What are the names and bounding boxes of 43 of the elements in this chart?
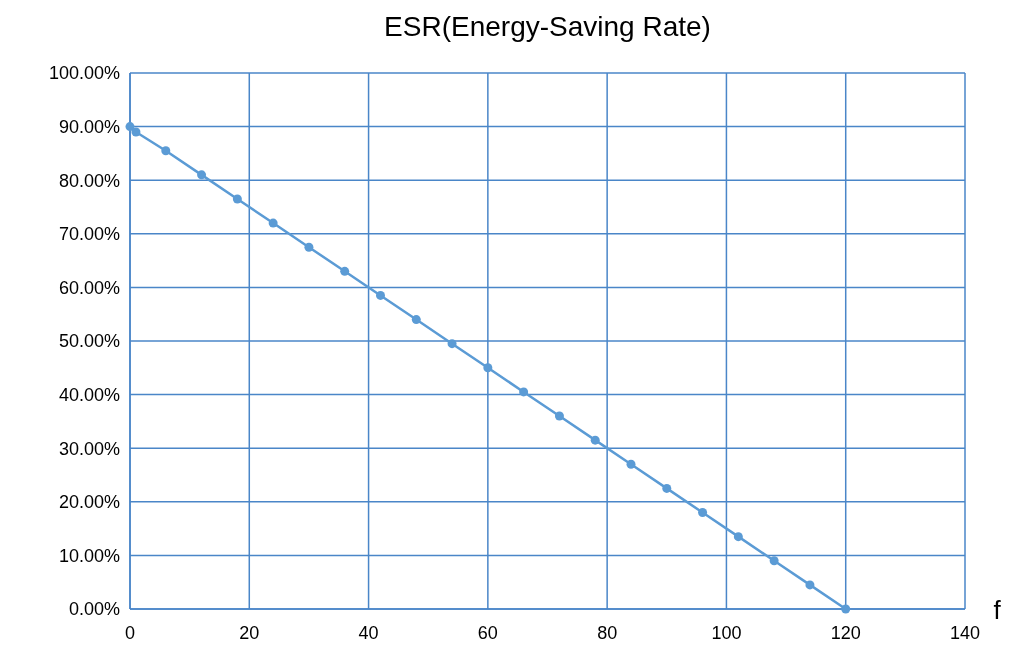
y-tick-label: 60.00% bbox=[58, 277, 120, 298]
y-tick-label: 0.00% bbox=[68, 599, 120, 620]
x-axis-title: f bbox=[993, 595, 1002, 625]
point bbox=[733, 532, 743, 542]
point bbox=[769, 556, 779, 566]
point bbox=[483, 363, 493, 373]
point bbox=[841, 604, 851, 614]
x-tick-label: 40 bbox=[358, 623, 379, 643]
point bbox=[447, 339, 457, 349]
point bbox=[376, 290, 385, 300]
point bbox=[662, 483, 672, 493]
y-tick-label: 20.00% bbox=[58, 492, 120, 513]
point bbox=[304, 242, 314, 252]
point bbox=[197, 170, 207, 180]
x-tick-label: 100 bbox=[711, 623, 742, 643]
y-tick-label: 50.00% bbox=[58, 331, 120, 352]
point bbox=[268, 218, 278, 228]
chart-title: ESR(Energy-Saving Rate) bbox=[384, 11, 711, 42]
point bbox=[698, 508, 708, 518]
point bbox=[590, 435, 600, 445]
y-tick-label: 30.00% bbox=[58, 438, 120, 459]
y-tick-label: 70.00% bbox=[58, 224, 120, 245]
point bbox=[626, 459, 636, 469]
y-tick-label: 40.00% bbox=[58, 384, 120, 405]
y-tick-label: 80.00% bbox=[58, 170, 120, 191]
x-tick-label: 60 bbox=[477, 623, 498, 643]
x-tick-label: 0 bbox=[124, 623, 136, 643]
point bbox=[411, 315, 421, 325]
y-tick-label: 100.00% bbox=[48, 63, 120, 84]
x-tick-label: 80 bbox=[597, 623, 618, 643]
point bbox=[805, 580, 815, 590]
y-tick-label: 90.00% bbox=[58, 116, 120, 137]
point bbox=[161, 146, 171, 156]
x-tick-label: 20 bbox=[239, 623, 260, 643]
point bbox=[131, 127, 141, 137]
x-tick-label: 140 bbox=[949, 623, 981, 643]
point bbox=[232, 194, 242, 204]
point bbox=[125, 122, 135, 132]
point bbox=[340, 266, 350, 276]
x-tick-label: 120 bbox=[830, 623, 861, 643]
point bbox=[554, 411, 564, 421]
y-tick-label: 10.00% bbox=[58, 545, 120, 566]
point bbox=[519, 387, 529, 397]
